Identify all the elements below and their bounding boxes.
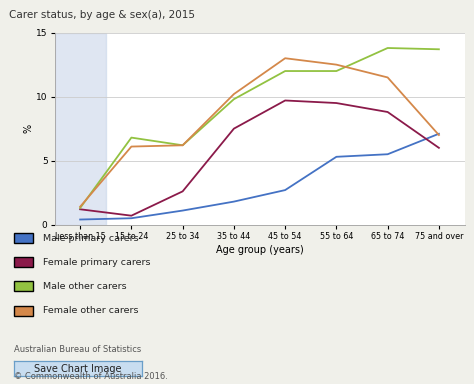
Text: Save Chart Image: Save Chart Image xyxy=(35,364,122,374)
Bar xyxy=(55,33,106,225)
Text: Male primary carers: Male primary carers xyxy=(43,233,138,243)
Text: Female primary carers: Female primary carers xyxy=(43,258,150,267)
Text: Male other carers: Male other carers xyxy=(43,282,126,291)
Text: Female other carers: Female other carers xyxy=(43,306,138,315)
Y-axis label: %: % xyxy=(23,124,33,133)
Text: Carer status, by age & sex(a), 2015: Carer status, by age & sex(a), 2015 xyxy=(9,10,195,20)
Text: Australian Bureau of Statistics: Australian Bureau of Statistics xyxy=(14,345,141,354)
X-axis label: Age group (years): Age group (years) xyxy=(216,245,303,255)
Text: © Commonwealth of Australia 2016.: © Commonwealth of Australia 2016. xyxy=(14,372,168,381)
